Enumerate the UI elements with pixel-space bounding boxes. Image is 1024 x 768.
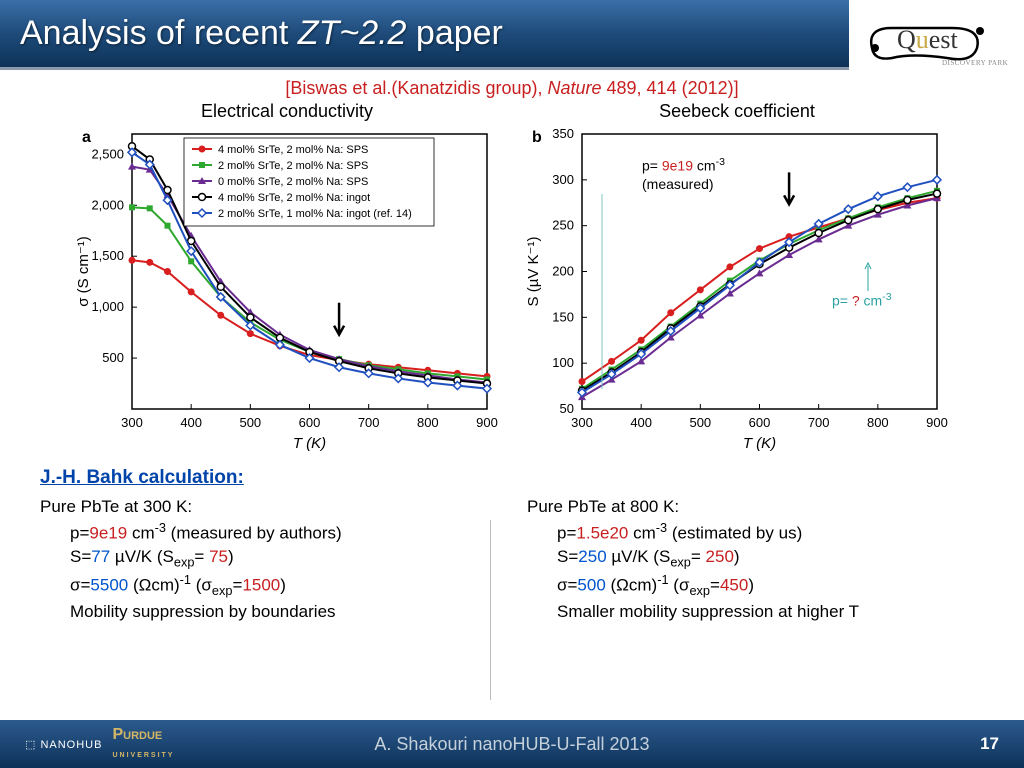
svg-text:T (K): T (K) (743, 435, 776, 452)
svg-text:500: 500 (239, 415, 261, 430)
svg-text:4 mol% SrTe, 2 mol% Na: SPS: 4 mol% SrTe, 2 mol% Na: SPS (218, 144, 368, 156)
svg-text:250: 250 (552, 218, 574, 233)
svg-text:500: 500 (102, 350, 124, 365)
svg-text:Quest: Quest (897, 25, 958, 54)
svg-text:1,000: 1,000 (91, 299, 124, 314)
svg-text:300: 300 (552, 172, 574, 187)
citation: [Biswas et al.(Kanatzidis group), Nature… (30, 78, 994, 99)
svg-text:900: 900 (476, 415, 498, 430)
svg-text:σ (S cm⁻¹): σ (S cm⁻¹) (75, 236, 92, 307)
title-prefix: Analysis of recent (20, 14, 298, 52)
footer-page: 17 (980, 734, 999, 754)
title-suffix: paper (406, 14, 502, 52)
svg-text:100: 100 (552, 355, 574, 370)
charts-row: Electrical conductivity a 300 400 500 600 70… (30, 101, 994, 459)
svg-text:0 mol% SrTe, 2 mol% Na: SPS: 0 mol% SrTe, 2 mol% Na: SPS (218, 176, 368, 188)
svg-text:350: 350 (552, 126, 574, 141)
svg-text:T (K): T (K) (293, 435, 326, 452)
svg-text:DISCOVERY PARK: DISCOVERY PARK (942, 59, 1008, 67)
svg-text:500: 500 (689, 415, 711, 430)
svg-text:2,000: 2,000 (91, 197, 124, 212)
svg-text:400: 400 (630, 415, 652, 430)
quest-logo: Quest DISCOVERY PARK (849, 0, 1024, 75)
svg-text:700: 700 (808, 415, 830, 430)
calc-right: Pure PbTe at 800 K: p=1.5e20 cm-3 (estim… (527, 495, 984, 624)
svg-text:S (µV K⁻¹): S (µV K⁻¹) (525, 237, 542, 307)
chart-b-title: Seebeck coefficient (522, 101, 952, 122)
svg-text:150: 150 (552, 309, 574, 324)
chart-a-panel-label: a (82, 129, 91, 147)
title-zt: ZT~2.2 (298, 14, 407, 52)
svg-text:2 mol% SrTe, 1 mol% Na: ingot: 2 mol% SrTe, 1 mol% Na: ingot (ref. 14) (218, 208, 412, 220)
content: [Biswas et al.(Kanatzidis group), Nature… (0, 70, 1024, 624)
svg-text:400: 400 (180, 415, 202, 430)
svg-text:2 mol% SrTe, 2 mol% Na: SPS: 2 mol% SrTe, 2 mol% Na: SPS (218, 160, 368, 172)
chart-b: 300 400 500 600 700 800 900 50 100 150 200 250 300 35… (522, 124, 952, 454)
chart-a-wrap: Electrical conductivity a 300 400 500 600 70… (72, 101, 502, 459)
svg-text:1,500: 1,500 (91, 248, 124, 263)
chart-b-wrap: Seebeck coefficient b 300 400 500 600 700 800… (522, 101, 952, 459)
footer: ⬚ NANOHUB PurdueUNIVERSITY A. Shakouri n… (0, 720, 1024, 768)
calc-right-lines: p=1.5e20 cm-3 (estimated by us)S=250 µV/… (527, 519, 984, 624)
svg-text:200: 200 (552, 264, 574, 279)
calc-columns: Pure PbTe at 300 K: p=9e19 cm-3 (measure… (30, 495, 994, 624)
calc-left-lines: p=9e19 cm-3 (measured by authors)S=77 µV… (40, 519, 497, 624)
divider (490, 520, 491, 700)
annot-measured: p= 9e19 cm-3(measured) (642, 156, 725, 193)
svg-text:600: 600 (299, 415, 321, 430)
svg-text:4 mol% SrTe, 2 mol% Na: ingot: 4 mol% SrTe, 2 mol% Na: ingot (218, 192, 370, 204)
slide-title: Analysis of recent ZT~2.2 paper (20, 14, 503, 53)
calc-header: J.-H. Bahk calculation: (40, 467, 994, 489)
annot-question: p= ? cm-3 (832, 291, 892, 310)
svg-text:600: 600 (749, 415, 771, 430)
calc-left-title: Pure PbTe at 300 K: (40, 495, 497, 519)
svg-text:300: 300 (121, 415, 143, 430)
svg-text:700: 700 (358, 415, 380, 430)
svg-text:300: 300 (571, 415, 593, 430)
chart-b-panel-label: b (532, 129, 542, 147)
svg-text:50: 50 (560, 401, 574, 416)
footer-center: A. Shakouri nanoHUB-U-Fall 2013 (0, 734, 1024, 755)
chart-a: 300 400 500 600 700 800 900 500 1,000 1,500 2,000 2… (72, 124, 502, 454)
svg-text:800: 800 (417, 415, 439, 430)
svg-text:2,500: 2,500 (91, 146, 124, 161)
svg-text:900: 900 (926, 415, 948, 430)
calc-right-title: Pure PbTe at 800 K: (527, 495, 984, 519)
svg-text:800: 800 (867, 415, 889, 430)
calc-left: Pure PbTe at 300 K: p=9e19 cm-3 (measure… (40, 495, 497, 624)
chart-a-title: Electrical conductivity (72, 101, 502, 122)
